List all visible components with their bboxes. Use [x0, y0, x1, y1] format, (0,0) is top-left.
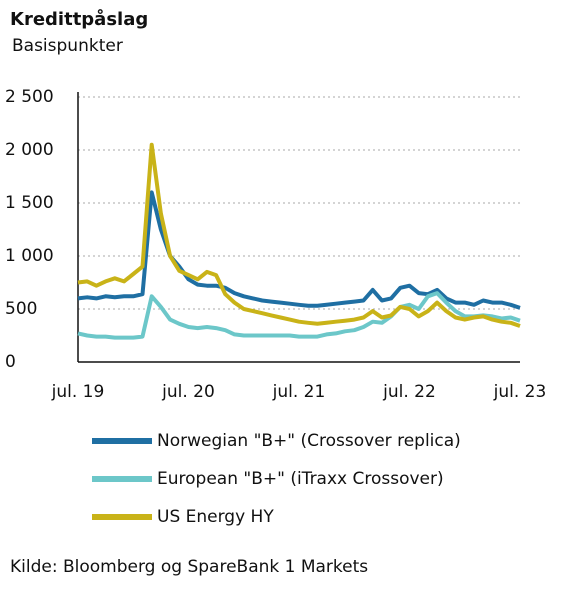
- legend-label: Norwegian "B+" (Crossover replica): [157, 431, 461, 451]
- legend-label: US Energy HY: [157, 507, 274, 527]
- x-tick-label: jul. 21: [272, 382, 326, 402]
- series-line: [77, 190, 521, 310]
- y-tick-label: 500: [5, 299, 37, 319]
- legend-label: European "B+" (iTraxx Crossover): [157, 469, 444, 489]
- y-tick-label: 0: [5, 352, 16, 372]
- x-tick-label: jul. 23: [493, 382, 547, 402]
- y-tick-label: 1 000: [5, 246, 54, 266]
- source: Kilde: Bloomberg og SpareBank 1 Markets: [10, 557, 368, 577]
- x-tick-label: jul. 19: [51, 382, 105, 402]
- x-tick-label: jul. 20: [161, 382, 215, 402]
- y-tick-label: 2 000: [5, 140, 54, 160]
- x-tick-label: jul. 22: [382, 382, 436, 402]
- chart-title: Kredittpåslag: [10, 8, 148, 30]
- y-tick-label: 1 500: [5, 193, 54, 213]
- y-tick-label: 2 500: [5, 87, 54, 107]
- series-line: [77, 142, 521, 328]
- chart-subtitle: Basispunkter: [12, 36, 123, 56]
- series-line: [77, 291, 521, 340]
